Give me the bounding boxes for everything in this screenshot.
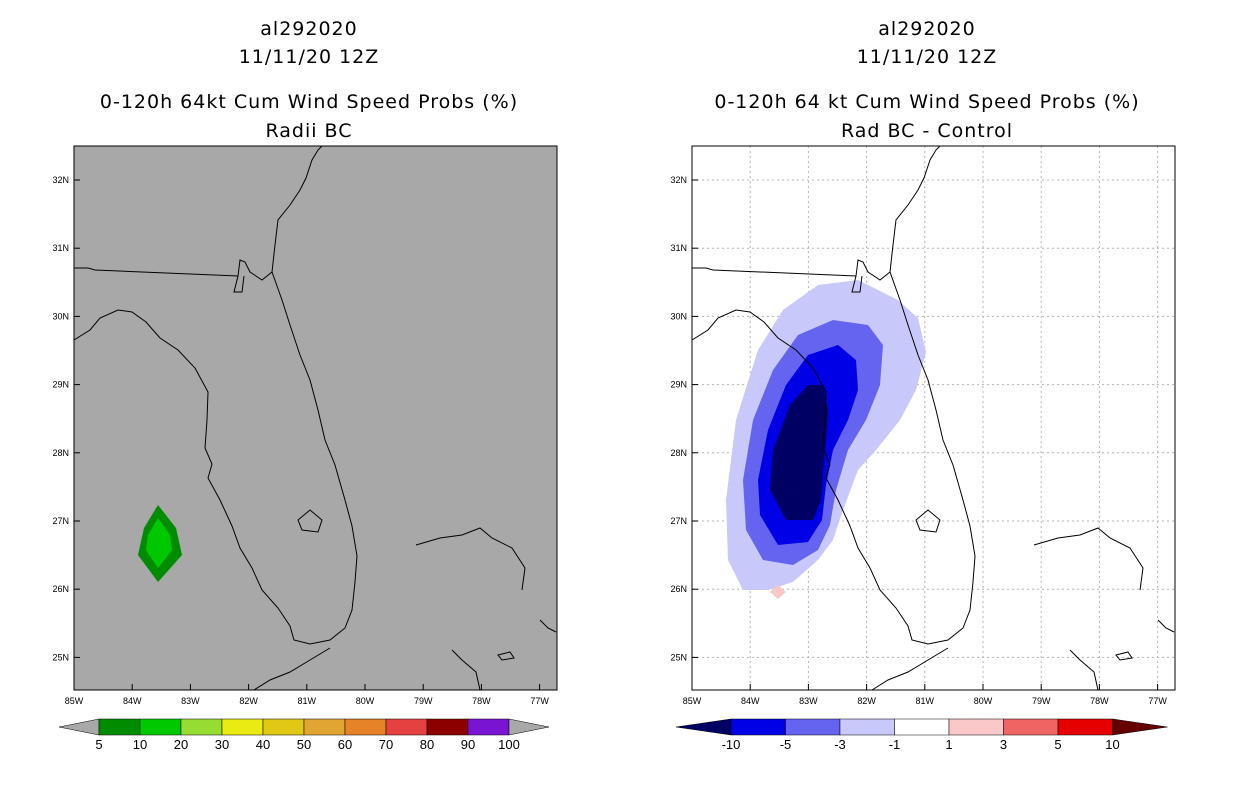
left-lon-label: 79W — [414, 696, 433, 706]
right-colorbar-swatch — [785, 718, 841, 736]
right-colorbar-swatch — [839, 718, 895, 736]
left-lon-axis: 85W 84W 83W 82W 81W 80W 79W 78W 77W — [65, 684, 549, 706]
left-title-line4: Radii BC — [265, 120, 353, 142]
right-lat-label: 32N — [670, 175, 687, 185]
right-map-svg: 32N 31N 30N 29N 28N 27N 26N 25N 85W 84W 83W 82W 81W… — [670, 145, 1176, 752]
right-colorbar-swatch — [948, 718, 1004, 736]
left-colorbar-swatch — [262, 718, 305, 736]
left-lat-label: 29N — [52, 380, 69, 390]
left-title-line1: al292020 — [260, 18, 358, 40]
right-lon-label: 82W — [857, 696, 876, 706]
right-lon-label: 80W — [974, 696, 993, 706]
right-colorbar-label: 1 — [945, 737, 952, 752]
right-colorbar-label: -3 — [834, 737, 846, 752]
left-colorbar-swatch — [385, 718, 428, 736]
right-colorbar: -10 -5 -3 -1 1 3 5 10 — [675, 718, 1168, 752]
right-lat-axis: 32N 31N 30N 29N 28N 27N 26N 25N — [670, 175, 698, 662]
left-colorbar-low-triangle — [58, 718, 100, 736]
left-colorbar-high-triangle — [508, 718, 550, 736]
left-colorbar-label: 100 — [498, 737, 520, 752]
right-colorbar-label: 10 — [1105, 737, 1119, 752]
left-title-line2: 11/11/20 12Z — [238, 46, 380, 68]
right-colorbar-label: -10 — [722, 737, 741, 752]
right-lat-label: 29N — [670, 380, 687, 390]
right-colorbar-low-triangle — [675, 718, 732, 736]
right-lat-label: 25N — [670, 652, 687, 662]
left-lat-label: 32N — [52, 175, 69, 185]
right-colorbar-swatch — [1057, 718, 1113, 736]
left-colorbar-swatch — [139, 718, 182, 736]
left-lat-axis: 32N 31N 30N 29N 28N 27N 26N 25N — [52, 175, 80, 662]
left-title-line3: 0-120h 64kt Cum Wind Speed Probs (%) — [99, 91, 519, 113]
right-title-line2: 11/11/20 12Z — [856, 46, 998, 68]
left-colorbar-label: 60 — [338, 737, 352, 752]
left-lat-label: 30N — [52, 311, 69, 321]
left-lon-label: 80W — [356, 696, 375, 706]
left-lon-label: 82W — [239, 696, 258, 706]
right-lat-label: 27N — [670, 516, 687, 526]
right-colorbar-swatch — [894, 718, 950, 736]
right-lon-label: 85W — [683, 696, 702, 706]
left-colorbar-swatch — [221, 718, 264, 736]
right-lon-label: 78W — [1090, 696, 1109, 706]
right-title-line3: 0-120h 64 kt Cum Wind Speed Probs (%) — [714, 91, 1140, 113]
left-lon-label: 84W — [123, 696, 142, 706]
right-title-line1: al292020 — [878, 18, 976, 40]
left-colorbar-label: 50 — [297, 737, 311, 752]
left-colorbar-label: 20 — [174, 737, 188, 752]
left-colorbar: 5 10 20 30 40 50 60 70 80 90 100 — [58, 718, 550, 752]
left-colorbar-label: 40 — [256, 737, 270, 752]
left-colorbar-label: 10 — [133, 737, 147, 752]
left-lat-label: 27N — [52, 516, 69, 526]
right-colorbar-swatch — [1003, 718, 1059, 736]
left-coastline — [73, 145, 557, 691]
right-colorbar-label: -1 — [889, 737, 901, 752]
right-lon-label: 81W — [916, 696, 935, 706]
right-colorbar-swatch — [730, 718, 786, 736]
right-panel: al292020 11/11/20 12Z 0-120h 64 kt Cum W… — [618, 0, 1236, 800]
left-lon-label: 81W — [298, 696, 317, 706]
right-lon-label: 79W — [1032, 696, 1051, 706]
right-colorbar-high-triangle — [1112, 718, 1168, 736]
right-lon-label: 83W — [799, 696, 818, 706]
right-diff-plus1-region — [770, 585, 786, 599]
left-lon-label: 77W — [530, 696, 549, 706]
right-colorbar-label: -5 — [780, 737, 792, 752]
left-lon-label: 83W — [181, 696, 200, 706]
left-lon-label: 85W — [65, 696, 84, 706]
right-diff-minus10-region — [770, 385, 828, 520]
left-lat-label: 28N — [52, 448, 69, 458]
left-lon-label: 78W — [472, 696, 491, 706]
left-lat-label: 26N — [52, 584, 69, 594]
left-lat-label: 25N — [52, 652, 69, 662]
right-lat-label: 28N — [670, 448, 687, 458]
right-lon-axis: 85W 84W 83W 82W 81W 80W 79W 78W 77W — [683, 684, 1167, 706]
left-colorbar-swatch — [344, 718, 387, 736]
right-colorbar-label: 3 — [1000, 737, 1007, 752]
left-lat-label: 31N — [52, 243, 69, 253]
left-colorbar-label: 90 — [461, 737, 475, 752]
right-coastline — [691, 145, 1175, 691]
left-colorbar-swatch — [303, 718, 346, 736]
left-colorbar-swatch — [467, 718, 510, 736]
right-lon-label: 77W — [1148, 696, 1167, 706]
left-colorbar-label: 70 — [379, 737, 393, 752]
right-lat-label: 26N — [670, 584, 687, 594]
left-colorbar-swatch — [180, 718, 223, 736]
left-colorbar-swatch — [426, 718, 469, 736]
right-colorbar-label: 5 — [1054, 737, 1061, 752]
left-colorbar-label: 30 — [215, 737, 229, 752]
right-title-line4: Rad BC - Control — [840, 120, 1014, 142]
right-lat-label: 31N — [670, 243, 687, 253]
left-colorbar-swatch — [98, 718, 141, 736]
right-lat-label: 30N — [670, 311, 687, 321]
left-map-frame — [74, 146, 557, 690]
left-panel: al292020 11/11/20 12Z 0-120h 64kt Cum Wi… — [52, 18, 558, 752]
left-map-svg: 32N 31N 30N 29N 28N 27N 26N 25N 85W 84W 83W 82W 81W… — [52, 145, 558, 752]
left-prob-20-region — [146, 518, 172, 568]
left-colorbar-label: 80 — [420, 737, 434, 752]
right-lon-label: 84W — [741, 696, 760, 706]
left-colorbar-label: 5 — [95, 737, 102, 752]
